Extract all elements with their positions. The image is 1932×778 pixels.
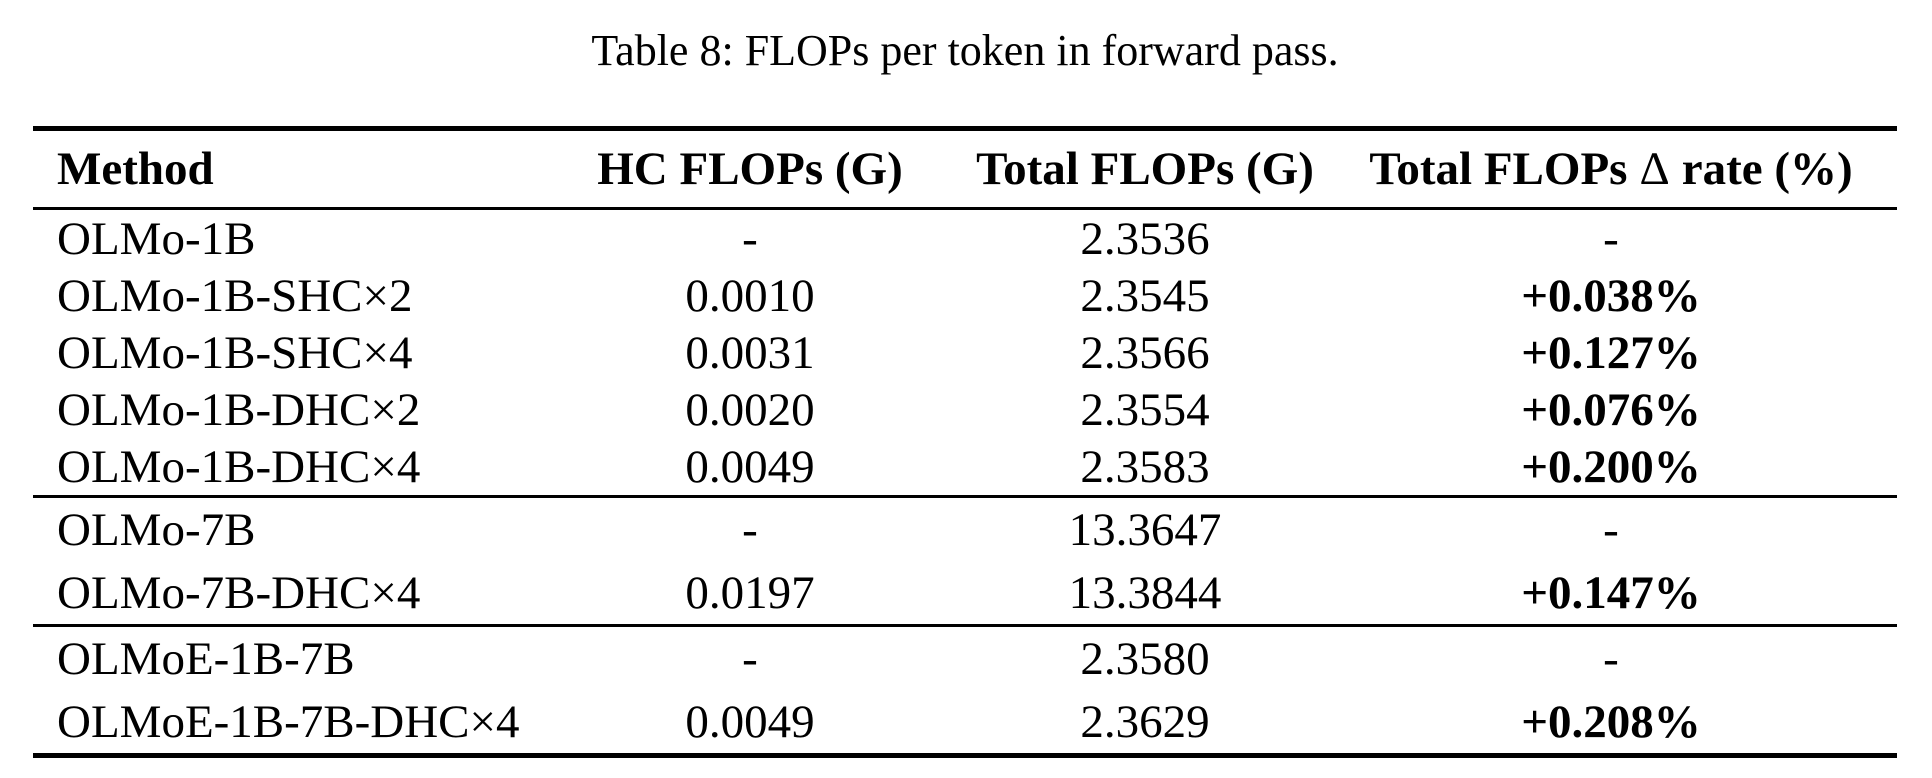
cell-method: OLMoE-1B-7B-DHC×4: [57, 695, 520, 748]
table-row: OLMo-7B - 13.3647 -: [33, 495, 1897, 561]
table-caption: Table 8: FLOPs per token in forward pass…: [591, 26, 1339, 75]
cell-delta-rate: +0.208%: [1521, 695, 1701, 748]
table-row: OLMo-1B-DHC×4 0.0049 2.3583 +0.200%: [33, 438, 1897, 497]
table-body: OLMo-1B - 2.3536 - OLMo-1B-SHC×2 0.0010 …: [33, 209, 1897, 756]
cell-hc-flops: 0.0049: [685, 440, 815, 493]
cell-hc-flops: -: [535, 624, 965, 690]
cell-hc-flops: 0.0010: [685, 269, 815, 322]
cell-hc-flops: -: [742, 212, 758, 265]
cell-total-flops: 2.3583: [1080, 440, 1210, 493]
cell-total-flops: 2.3580: [965, 624, 1325, 690]
paper-table-figure: Table 8: FLOPs per token in forward pass…: [33, 24, 1897, 758]
cell-total-flops: 2.3629: [1080, 695, 1210, 748]
cell-delta-rate: +0.147%: [1521, 566, 1701, 619]
table-row: OLMoE-1B-7B-DHC×4 0.0049 2.3629 +0.208%: [33, 690, 1897, 756]
cell-total-flops: 13.3844: [1068, 566, 1222, 619]
cell-delta-rate: +0.200%: [1521, 440, 1701, 493]
table-header: Method HC FLOPs (G) Total FLOPs (G) Tota…: [33, 128, 1897, 210]
cell-total-flops: 13.3647: [965, 495, 1325, 561]
cell-total-flops: 2.3566: [1080, 326, 1210, 379]
cell-method: OLMo-1B-DHC×2: [57, 383, 421, 436]
cell-delta-rate: -: [1325, 495, 1897, 561]
cell-method: OLMo-7B-DHC×4: [57, 566, 421, 619]
flops-table: Method HC FLOPs (G) Total FLOPs (G) Tota…: [33, 126, 1897, 758]
cell-hc-flops: 0.0020: [685, 383, 815, 436]
cell-total-flops: 2.3536: [1080, 212, 1210, 265]
cell-delta-rate: +0.076%: [1521, 383, 1701, 436]
table-row: OLMoE-1B-7B - 2.3580 -: [33, 624, 1897, 690]
cell-method: OLMo-1B: [57, 212, 256, 265]
cell-total-flops: 2.3545: [1080, 269, 1210, 322]
cell-method: OLMo-1B-DHC×4: [57, 440, 421, 493]
cell-method: OLMo-1B-SHC×4: [57, 326, 413, 379]
cell-delta-rate: +0.038%: [1521, 269, 1701, 322]
cell-delta-rate: +0.127%: [1521, 326, 1701, 379]
cell-hc-flops: 0.0031: [685, 326, 815, 379]
column-header-total-flops: Total FLOPs (G): [965, 128, 1325, 210]
delta-header-prefix: Total FLOPs: [1369, 143, 1628, 195]
cell-total-flops: 2.3554: [1080, 383, 1210, 436]
delta-header-suffix: rate (%): [1681, 143, 1853, 195]
table-row: OLMo-1B - 2.3536 -: [33, 209, 1897, 268]
cell-hc-flops: 0.0049: [685, 695, 815, 748]
table-row: OLMo-1B-DHC×2 0.0020 2.3554 +0.076%: [33, 381, 1897, 438]
cell-delta-rate: -: [1325, 624, 1897, 690]
header-row: Method HC FLOPs (G) Total FLOPs (G) Tota…: [33, 128, 1897, 210]
cell-method: OLMo-7B: [33, 495, 535, 561]
table-row: OLMo-1B-SHC×4 0.0031 2.3566 +0.127%: [33, 324, 1897, 381]
table-row: OLMo-7B-DHC×4 0.0197 13.3844 +0.147%: [33, 561, 1897, 626]
cell-hc-flops: 0.0197: [685, 566, 815, 619]
cell-hc-flops: -: [535, 495, 965, 561]
delta-symbol: Δ: [1639, 143, 1670, 195]
column-header-method: Method: [33, 128, 535, 210]
cell-method: OLMoE-1B-7B: [33, 624, 535, 690]
cell-method: OLMo-1B-SHC×2: [57, 269, 413, 322]
column-header-hc-flops: HC FLOPs (G): [535, 128, 965, 210]
cell-delta-rate: -: [1603, 212, 1619, 265]
table-row: OLMo-1B-SHC×2 0.0010 2.3545 +0.038%: [33, 267, 1897, 324]
